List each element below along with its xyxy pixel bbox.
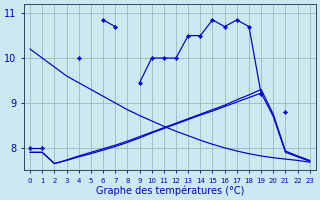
X-axis label: Graphe des températures (°C): Graphe des températures (°C): [96, 185, 244, 196]
